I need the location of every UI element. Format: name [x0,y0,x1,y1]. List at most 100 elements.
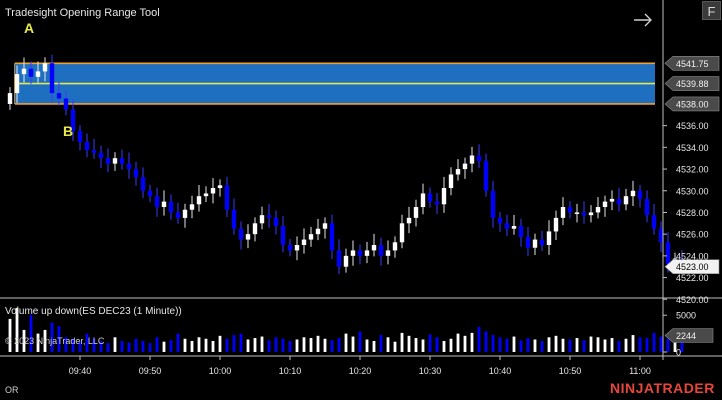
candle[interactable] [322,217,328,239]
candle[interactable] [392,236,398,258]
volume-bars[interactable] [8,307,684,352]
candle[interactable] [560,197,566,226]
candle[interactable] [329,214,335,259]
candle[interactable] [574,203,580,223]
candle[interactable] [203,186,209,203]
candle[interactable] [266,203,272,228]
candle[interactable] [511,214,517,235]
candle[interactable] [567,201,573,219]
candle[interactable] [21,57,27,83]
candle[interactable] [175,202,181,224]
candle[interactable] [154,187,160,217]
candle[interactable] [462,157,468,179]
candle[interactable] [658,221,664,253]
candle[interactable] [210,178,216,204]
f-button[interactable]: F [702,1,721,20]
candle[interactable] [441,176,447,213]
candle[interactable] [161,190,167,216]
candle[interactable] [406,206,412,234]
candle[interactable] [287,239,293,257]
candle[interactable] [644,190,650,223]
candle[interactable] [126,152,132,179]
candle[interactable] [399,214,405,249]
candle[interactable] [371,233,377,257]
candle[interactable] [588,205,594,223]
candle[interactable] [77,125,83,151]
candle[interactable] [14,65,20,103]
candle[interactable] [280,216,286,253]
candle[interactable] [182,203,188,228]
candle[interactable] [98,145,104,169]
candle[interactable] [315,218,321,241]
candle[interactable] [623,188,629,211]
candle[interactable] [245,224,251,249]
candle[interactable] [273,210,279,235]
candle[interactable] [252,217,258,242]
candle[interactable] [105,148,111,173]
volume-bar [358,331,362,352]
candle[interactable] [259,206,265,230]
candle[interactable] [119,149,125,170]
candle[interactable] [231,198,237,235]
candle[interactable] [350,240,356,266]
candle[interactable] [28,61,34,85]
candle[interactable] [63,91,69,116]
candle[interactable] [70,99,76,141]
candle[interactable] [546,220,552,255]
candle[interactable] [476,144,482,169]
candle[interactable] [196,184,202,212]
candle[interactable] [609,190,615,211]
candle[interactable] [49,54,55,102]
candle[interactable] [112,152,118,171]
candle[interactable] [84,133,90,158]
candle[interactable] [238,221,244,250]
candle[interactable] [294,236,300,261]
candle[interactable] [301,228,307,254]
candle[interactable] [91,138,97,159]
candle[interactable] [336,239,342,274]
candle[interactable] [434,193,440,215]
candle[interactable] [7,87,13,110]
candle[interactable] [637,184,643,208]
candle[interactable] [490,180,496,228]
candle[interactable] [539,231,545,251]
candle[interactable] [308,226,314,247]
candle[interactable] [224,176,230,218]
candle[interactable] [595,197,601,219]
candle[interactable] [364,241,370,264]
candle[interactable] [420,183,426,215]
candle[interactable] [140,167,146,199]
candle[interactable] [189,195,195,219]
candle[interactable] [168,194,174,220]
candle[interactable] [378,237,384,266]
candle[interactable] [42,57,48,82]
candle[interactable] [602,195,608,217]
candle[interactable] [413,199,419,227]
candle[interactable] [217,179,223,197]
candle[interactable] [469,146,475,173]
candle[interactable] [651,203,657,235]
candle[interactable] [616,187,622,212]
arrow-right-icon[interactable] [634,13,652,27]
candle[interactable] [343,248,349,273]
candle[interactable] [455,159,461,181]
candle[interactable] [147,184,153,203]
candle[interactable] [532,233,538,255]
candle[interactable] [133,161,139,186]
candle[interactable] [448,167,454,196]
candle[interactable] [630,180,636,207]
candle[interactable] [525,226,531,257]
candle[interactable] [385,240,391,265]
candle[interactable] [497,211,503,232]
candle[interactable] [553,210,559,241]
candle[interactable] [357,244,363,265]
candle[interactable] [483,153,489,197]
price-candles[interactable] [7,54,685,274]
candle[interactable] [427,187,433,208]
candle[interactable] [581,201,587,224]
candle[interactable] [518,218,524,247]
candle[interactable] [35,61,41,83]
candle[interactable] [504,214,510,236]
candle[interactable] [56,81,62,106]
